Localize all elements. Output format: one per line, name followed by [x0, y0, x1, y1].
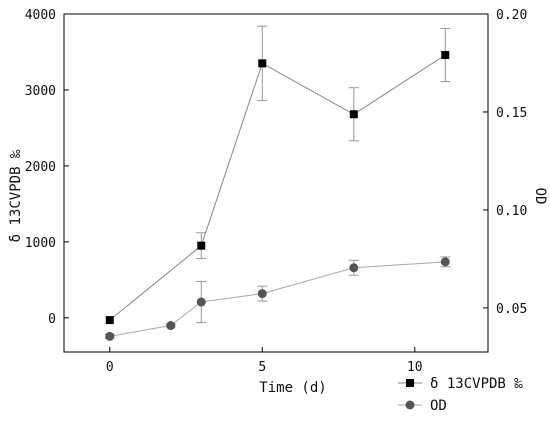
data-point-circle [166, 321, 176, 331]
right-axis-title: OD [532, 188, 548, 205]
x-axis-title: Time (d) [259, 380, 326, 396]
data-point-circle [105, 331, 115, 341]
data-point-circle [440, 257, 450, 267]
plot-border [63, 13, 489, 353]
x-tick-label-2: 10 [407, 360, 423, 375]
left-tick-label-4: 4000 [25, 8, 56, 23]
legend: δ 13CVPDB ‰ OD [398, 376, 523, 414]
left-tick-label-0: 0 [48, 312, 56, 327]
plot-frame [63, 13, 489, 353]
right-tick-label-0: 0.05 [496, 302, 527, 317]
data-point-square [258, 59, 267, 68]
left-tick-label-1: 1000 [25, 236, 56, 251]
data-point-square [349, 110, 358, 119]
legend-circle-marker [405, 400, 415, 410]
x-tick-label-1: 5 [258, 360, 266, 375]
series-1-line [109, 54, 446, 321]
left-tick-label-2: 2000 [25, 160, 56, 175]
series-2-line [109, 261, 446, 337]
right-tick-label-1: 0.10 [496, 204, 527, 219]
left-axis-title: δ 13CVPDB ‰ [8, 149, 24, 242]
series-1 [105, 25, 451, 325]
legend-label-series-1: δ 13CVPDB ‰ [430, 376, 523, 392]
series-layer [104, 25, 451, 341]
x-axis: 0 5 10 [106, 347, 423, 375]
legend-square-marker [406, 379, 414, 387]
series-2 [104, 256, 451, 341]
data-point-circle [196, 297, 206, 307]
right-tick-label-3: 0.20 [496, 8, 527, 23]
data-point-square [441, 51, 450, 60]
data-point-square [197, 241, 206, 250]
legend-label-series-2: OD [430, 398, 447, 414]
left-axis: 0 1000 2000 3000 4000 [25, 8, 69, 327]
data-point-circle [349, 263, 359, 273]
left-tick-label-3: 3000 [25, 84, 56, 99]
right-tick-label-2: 0.15 [496, 106, 527, 121]
x-tick-label-0: 0 [106, 360, 114, 375]
legend-item-series-1: δ 13CVPDB ‰ [398, 376, 523, 392]
legend-item-series-2: OD [398, 398, 447, 414]
right-axis: 0.05 0.10 0.15 0.20 [483, 8, 527, 317]
data-point-circle [257, 289, 267, 299]
data-point-square [105, 316, 114, 325]
